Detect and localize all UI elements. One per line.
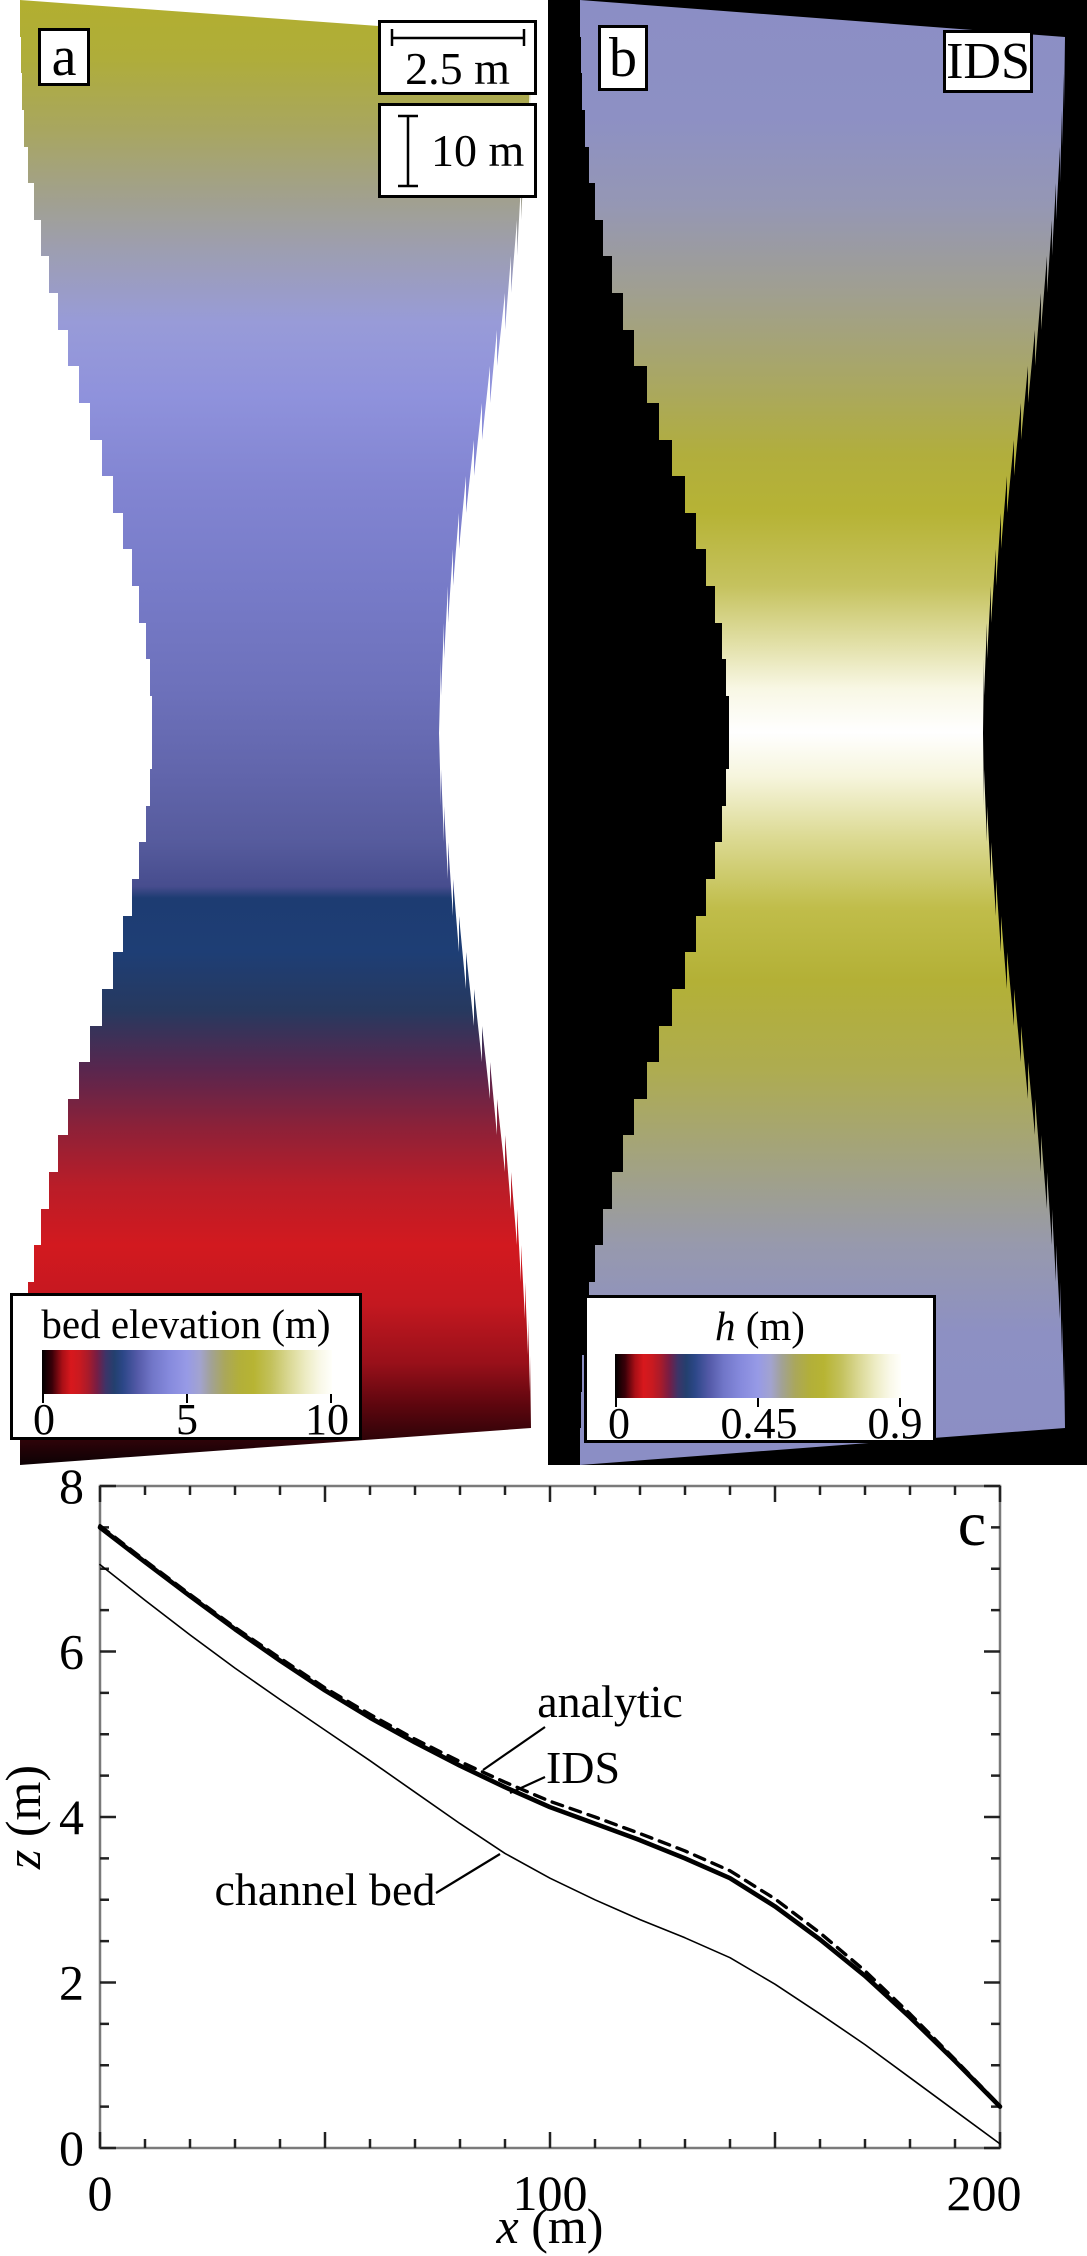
plot-frame (98, 1484, 1002, 2150)
panel-b-label-text: b (609, 27, 637, 89)
colorbar-tick (330, 1394, 332, 1403)
colorbar-tick-label: 0.9 (867, 1399, 923, 1448)
colorbar-tick-label: 0.45 (720, 1399, 798, 1448)
y-axis-title: z (m) (0, 1765, 51, 1870)
annotation-IDS: IDS (546, 1742, 620, 1793)
channel-a-gradient (20, 0, 531, 1465)
channel-b-gradient (580, 0, 1065, 1465)
y-tick-label: 4 (59, 1789, 84, 1845)
scalebar-v-label: 10 m (431, 124, 525, 176)
depth-unit: (m) (735, 1303, 805, 1349)
scalebar-h-icon (390, 29, 525, 46)
y-tick-label: 8 (59, 1465, 84, 1514)
depth-colorbar (615, 1354, 901, 1398)
horizontal-scalebar: 2.5 m (378, 20, 537, 95)
leader-line (482, 1726, 546, 1771)
bed-elevation-colorbar (42, 1350, 332, 1394)
y-tick-label: 6 (59, 1624, 84, 1680)
x-tick-label: 100 (513, 2165, 588, 2221)
depth-legend-title: h (m) (587, 1303, 933, 1349)
curve-IDS (97, 1525, 1003, 2109)
colorbar-tick (42, 1394, 44, 1403)
colorbar-tick (186, 1394, 188, 1403)
vertical-scalebar: 10 m (378, 103, 537, 198)
panel-a-label: a (38, 28, 90, 86)
x-axis-title: x (m) (496, 2198, 604, 2254)
panel-c-label: c (958, 1488, 986, 1559)
colorbar-tick (615, 1398, 617, 1407)
colorbar-tick (899, 1398, 901, 1407)
y-tick-label: 0 (59, 2120, 84, 2176)
panel-a-bed-elevation-map: a 2.5 m 10 m bed elevation (m) 0 (0, 0, 537, 1465)
depth-var: h (715, 1303, 736, 1349)
leader-line (509, 1775, 546, 1795)
x-tick-label: 200 (947, 2165, 1022, 2221)
panel-b-depth-map: b IDS h (m) 0 0.45 0.9 (548, 0, 1087, 1465)
colorbar-tick-label: 0 (608, 1399, 630, 1448)
x-tick-label: 0 (88, 2165, 113, 2221)
annotation-channel-bed: channel bed (215, 1864, 436, 1915)
ids-tag: IDS (943, 30, 1033, 93)
curve-analytic (98, 1524, 1002, 2108)
panel-b-label: b (598, 25, 648, 91)
scalebar-v-icon (398, 114, 418, 187)
y-tick-label: 2 (59, 1955, 84, 2011)
scalebar-h-label: 2.5 m (405, 43, 510, 94)
ids-tag-text: IDS (946, 32, 1030, 90)
leader-line (435, 1853, 501, 1894)
bed-elevation-legend-title: bed elevation (m) (41, 1301, 331, 1347)
colorbar-tick-label: 10 (305, 1395, 349, 1444)
bed-elevation-legend: bed elevation (m) 0 5 10 (10, 1293, 362, 1444)
depth-legend: h (m) 0 0.45 0.9 (584, 1295, 936, 1448)
annotation-analytic: analytic (537, 1676, 683, 1727)
colorbar-tick-label: 0 (33, 1395, 55, 1444)
colorbar-tick (757, 1398, 759, 1407)
colorbar-tick-label: 5 (176, 1395, 198, 1444)
panel-a-label-text: a (51, 26, 77, 88)
panel-c-profile-chart: 0 100 200 0 2 4 6 8 x (m) z (m) c analytic IDS channe… (0, 1465, 1022, 2254)
curve-channel-bed (99, 1563, 1001, 2145)
